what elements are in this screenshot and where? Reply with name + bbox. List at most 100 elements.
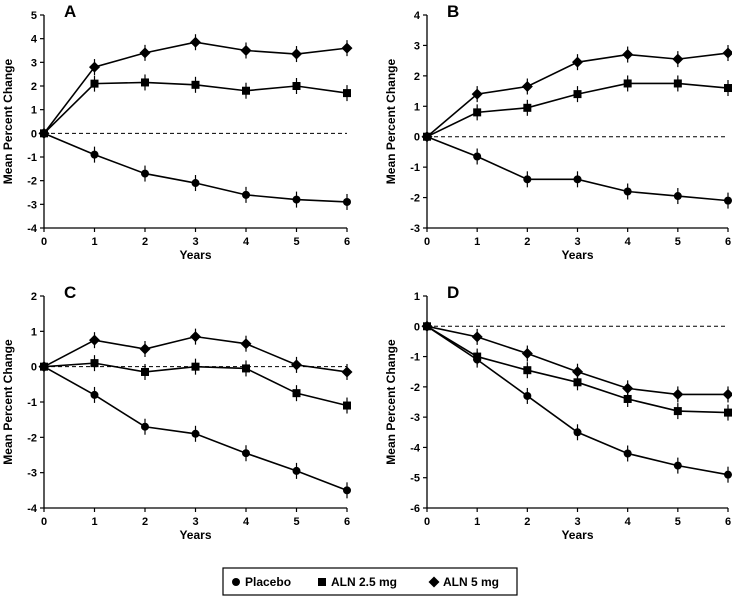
y-tick-label: 5: [31, 10, 37, 22]
y-tick-label: -3: [27, 468, 37, 480]
data-point: [191, 179, 200, 188]
x-tick-label: 4: [243, 236, 250, 248]
data-point: [90, 359, 99, 368]
data-point: [292, 195, 301, 204]
y-tick-label: 4: [414, 10, 421, 22]
series-square: [40, 355, 351, 414]
y-tick-label: -3: [27, 199, 37, 211]
legend-items: Placebo ALN 2.5 mg ALN 5 mg: [232, 575, 499, 589]
x-tick-label: 6: [725, 516, 731, 528]
data-point: [523, 366, 532, 375]
y-axis-title: Mean Percent Change: [384, 339, 398, 465]
x-tick-label: 1: [474, 236, 480, 248]
x-tick-label: 3: [192, 236, 198, 248]
data-point: [242, 364, 250, 373]
data-point: [722, 388, 732, 400]
series-line: [426, 325, 729, 476]
data-point: [673, 407, 682, 416]
y-tick-label: -1: [410, 162, 420, 174]
x-tick-label: 0: [41, 516, 47, 528]
y-axis-title: Mean Percent Change: [384, 58, 398, 184]
data-point: [673, 79, 682, 88]
x-axis-title: Years: [179, 528, 211, 542]
series-diamond: [421, 45, 732, 143]
panel-letter: C: [64, 283, 76, 302]
data-point: [724, 84, 732, 93]
x-tick-label: 2: [142, 236, 148, 248]
series-square: [423, 322, 732, 421]
data-point: [523, 103, 532, 112]
y-tick-label: -4: [27, 503, 38, 515]
x-tick-label: 6: [344, 236, 350, 248]
data-point: [521, 348, 533, 360]
legend-label: Placebo: [245, 575, 291, 589]
x-tick-label: 5: [675, 516, 681, 528]
y-tick-label: -4: [27, 223, 38, 235]
y-tick-label: -3: [410, 223, 420, 235]
y-tick-label: 3: [414, 40, 420, 52]
x-tick-label: 3: [574, 516, 580, 528]
y-tick-label: -6: [410, 503, 420, 515]
x-tick-label: 4: [243, 516, 250, 528]
data-point: [523, 175, 532, 184]
x-tick-label: 5: [675, 236, 681, 248]
y-tick-label: 0: [414, 132, 420, 144]
x-tick-label: 0: [41, 236, 47, 248]
legend-label: ALN 5 mg: [443, 575, 499, 589]
data-point: [722, 47, 732, 59]
x-tick-label: 0: [424, 236, 430, 248]
data-point: [343, 401, 351, 410]
data-point: [38, 127, 50, 139]
x-tick-label: 4: [625, 236, 632, 248]
legend-label: ALN 2.5 mg: [331, 575, 397, 589]
y-tick-label: 2: [31, 81, 37, 93]
y-tick-label: 3: [31, 57, 37, 69]
data-point: [292, 466, 301, 475]
y-tick-label: 1: [31, 105, 37, 117]
legend: Placebo ALN 2.5 mg ALN 5 mg: [222, 567, 518, 596]
x-tick-label: 4: [625, 516, 632, 528]
series-diamond: [421, 320, 732, 403]
y-tick-label: -2: [27, 432, 37, 444]
data-point: [343, 89, 351, 98]
panel-d: -6 -5 -4 -3 -2 -1 0 1 0 1 2 3 4 5 6 Years Mean Percent C…: [384, 283, 732, 542]
data-point: [139, 47, 151, 59]
data-point: [623, 449, 632, 458]
panel-b: -3 -2 -1 0 1 2 3 4 0 1 2 3 4 5 6 Years Mean Percent Chan…: [384, 2, 732, 262]
series-circle: [423, 132, 732, 209]
legend-frame: [222, 567, 518, 596]
data-point: [341, 42, 353, 54]
y-axis-title: Mean Percent Change: [1, 339, 15, 465]
panel-letter: D: [447, 283, 459, 302]
y-tick-label: 1: [31, 326, 37, 338]
data-point: [191, 429, 200, 438]
data-point: [90, 79, 99, 88]
series-circle: [423, 322, 732, 483]
data-point: [240, 338, 252, 350]
x-tick-label: 1: [91, 236, 97, 248]
series-diamond: [38, 34, 353, 139]
legend-marker-circle: [232, 578, 240, 586]
data-point: [623, 187, 632, 196]
x-tick-label: 3: [574, 236, 580, 248]
panels-group: -4 -3 -2 -1 0 1 2 3 4 5 0 1 2 3 4 5 6 Years Mean Percent C…: [1, 2, 732, 542]
y-tick-label: -2: [410, 382, 420, 394]
x-tick-label: 5: [293, 516, 299, 528]
y-tick-label: 4: [31, 34, 38, 46]
y-tick-label: -4: [410, 442, 421, 454]
y-tick-label: 2: [31, 291, 37, 303]
y-tick-label: 0: [414, 321, 420, 333]
x-tick-label: 2: [142, 516, 148, 528]
data-point: [573, 90, 582, 99]
data-point: [89, 334, 100, 346]
y-tick-label: -1: [410, 352, 420, 364]
data-point: [623, 394, 632, 403]
x-axis-title: Years: [561, 248, 593, 262]
legend-marker-diamond: [428, 576, 440, 588]
series-diamond: [38, 328, 353, 380]
data-point: [724, 470, 732, 479]
data-point: [672, 53, 684, 65]
data-point: [341, 366, 353, 378]
x-tick-label: 2: [524, 516, 530, 528]
